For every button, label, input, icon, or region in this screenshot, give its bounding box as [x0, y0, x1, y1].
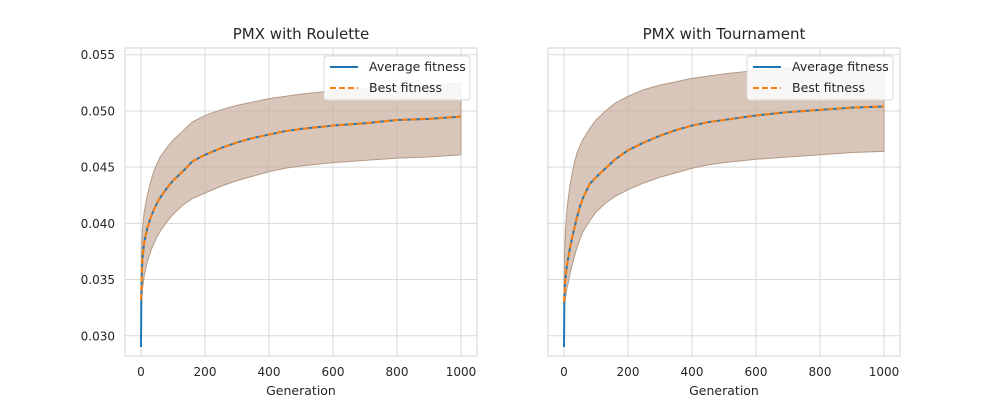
tournament-x-tick-label: 200 [617, 365, 640, 379]
tournament-legend: Average fitness Best fitness [746, 55, 894, 101]
tournament-x-tick-label: 400 [681, 365, 704, 379]
roulette-fitness-band [140, 82, 462, 314]
roulette-x-tick-label: 200 [194, 365, 217, 379]
roulette-chart-title: PMX with Roulette [233, 25, 369, 43]
roulette-x-tick-label: 800 [386, 365, 409, 379]
roulette-best-fitness-line [140, 115, 462, 300]
tournament-x-tick-label: 0 [560, 365, 568, 379]
roulette-x-tick-label: 1000 [446, 365, 477, 379]
tournament-x-ticks: 0 200 400 600 800 1000 [560, 365, 899, 379]
roulette-legend-best-label: Best fitness [369, 80, 442, 95]
tournament-best-fitness-line [563, 105, 885, 303]
tournament-legend-box [746, 55, 894, 101]
roulette-x-tick-label: 0 [137, 365, 145, 379]
roulette-legend-box [323, 55, 471, 101]
tournament-x-tick-label: 800 [809, 365, 832, 379]
tournament-fitness-band [563, 63, 885, 316]
tournament-x-tick-label: 1000 [869, 365, 900, 379]
roulette-x-ticks: 0 200 400 600 800 1000 [137, 365, 476, 379]
tournament-plot-frame [547, 47, 901, 357]
tournament-chart-title: PMX with Tournament [643, 25, 806, 43]
roulette-legend: Average fitness Best fitness [323, 55, 471, 101]
roulette-x-tick-label: 400 [258, 365, 281, 379]
roulette-y-tick-label: 0.035 [81, 273, 115, 287]
roulette-y-ticks: 0.030 0.035 0.040 0.045 0.050 0.055 [81, 48, 115, 343]
roulette-legend-avg-label: Average fitness [369, 59, 466, 74]
tournament-panel: PMX with Tournament 0 200 400 600 800 1000 Ge… [547, 25, 901, 398]
roulette-y-tick-label: 0.045 [81, 161, 115, 175]
tournament-x-axis-label: Generation [689, 383, 759, 398]
roulette-y-tick-label: 0.040 [81, 217, 115, 231]
roulette-y-tick-label: 0.030 [81, 329, 115, 343]
roulette-series-layer [140, 115, 462, 348]
roulette-band-layer [140, 82, 462, 314]
tournament-band-layer [563, 63, 885, 316]
tournament-x-tick-label: 600 [745, 365, 768, 379]
tournament-series-layer [563, 105, 885, 348]
tournament-legend-best-label: Best fitness [792, 80, 865, 95]
roulette-panel: PMX with Roulette 0 200 400 600 800 1000 0.03… [81, 25, 478, 398]
roulette-x-tick-label: 600 [322, 365, 345, 379]
roulette-x-axis-label: Generation [266, 383, 336, 398]
roulette-plot-frame [124, 47, 478, 357]
roulette-y-tick-label: 0.050 [81, 104, 115, 118]
roulette-y-tick-label: 0.055 [81, 48, 115, 62]
tournament-legend-avg-label: Average fitness [792, 59, 889, 74]
